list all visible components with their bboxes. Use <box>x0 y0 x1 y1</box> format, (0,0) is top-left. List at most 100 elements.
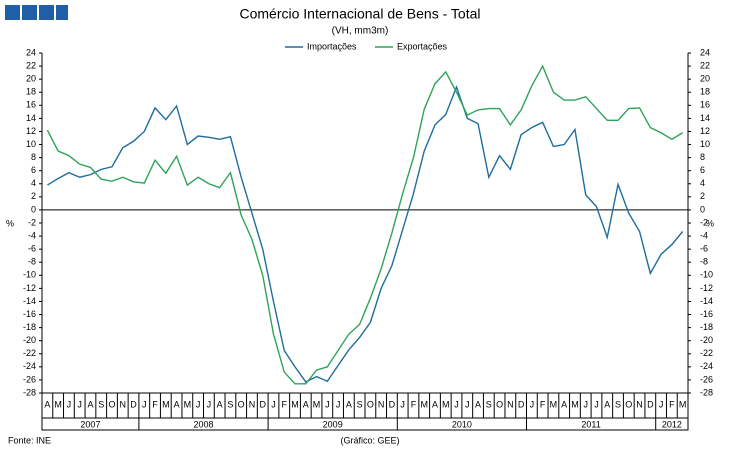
x-tick-label: J <box>142 399 147 409</box>
y-tick-label: -26 <box>23 374 36 384</box>
y-tick-label: -20 <box>23 335 36 345</box>
x-tick-label: S <box>615 399 621 409</box>
x-tick-label: S <box>486 399 492 409</box>
y-tick-label: -24 <box>23 361 36 371</box>
x-tick-label: S <box>98 399 104 409</box>
y-tick-label: 2 <box>31 191 36 201</box>
x-tick-label: F <box>152 399 158 409</box>
y-tick-label: 24 <box>26 47 36 57</box>
x-tick-label: J <box>583 399 588 409</box>
x-tick-label: M <box>313 399 321 409</box>
y-tick-label: 16 <box>26 100 36 110</box>
x-tick-label: J <box>67 399 72 409</box>
x-tick-label: J <box>400 399 405 409</box>
y-tick-label: -28 <box>23 387 36 397</box>
x-tick-label: A <box>174 399 180 409</box>
x-tick-label: M <box>550 399 558 409</box>
y-tick-label: -18 <box>23 322 36 332</box>
x-tick-label: J <box>659 399 664 409</box>
x-tick-label: J <box>271 399 276 409</box>
y-tick-label: 12 <box>26 126 36 136</box>
x-tick-label: D <box>259 399 266 409</box>
x-tick-label: N <box>507 399 514 409</box>
y-tick-label: 2 <box>700 191 705 201</box>
credit: (Gráfico: GEE) <box>340 435 399 445</box>
x-tick-label: M <box>420 399 428 409</box>
y-tick-label: 0 <box>700 204 705 214</box>
x-tick-label: D <box>389 399 396 409</box>
x-tick-label: N <box>378 399 385 409</box>
logo <box>56 5 68 20</box>
x-tick-label: F <box>282 399 288 409</box>
x-tick-label: J <box>530 399 535 409</box>
year-label: 2008 <box>193 419 213 429</box>
y-tick-label: 10 <box>26 139 36 149</box>
y-axis-label: % <box>6 218 14 228</box>
chart-title: Comércio Internacional de Bens - Total <box>240 6 481 22</box>
y-tick-label: 6 <box>700 165 705 175</box>
x-tick-label: J <box>196 399 201 409</box>
x-tick-label: A <box>346 399 352 409</box>
x-tick-label: M <box>291 399 299 409</box>
source: Fonte: INE <box>8 435 51 445</box>
y-tick-label: -2 <box>28 217 36 227</box>
y-tick-label: 16 <box>700 100 710 110</box>
year-label: 2012 <box>662 419 682 429</box>
y-tick-label: -8 <box>700 257 708 267</box>
x-tick-label: M <box>162 399 170 409</box>
x-tick-label: O <box>625 399 632 409</box>
x-tick-label: S <box>357 399 363 409</box>
y-tick-label: -10 <box>23 270 36 280</box>
x-tick-label: O <box>238 399 245 409</box>
y-tick-label: 20 <box>700 74 710 84</box>
y-tick-label: -22 <box>700 348 713 358</box>
x-tick-label: A <box>303 399 309 409</box>
year-label: 2010 <box>452 419 472 429</box>
x-tick-label: M <box>54 399 62 409</box>
x-tick-label: M <box>679 399 687 409</box>
legend-label: Exportações <box>397 41 448 51</box>
x-tick-label: N <box>120 399 127 409</box>
y-tick-label: -4 <box>28 230 36 240</box>
y-tick-label: -26 <box>700 374 713 384</box>
y-tick-label: -28 <box>700 387 713 397</box>
x-tick-label: J <box>336 399 341 409</box>
y-tick-label: -18 <box>700 322 713 332</box>
chart-subtitle: (VH, mm3m) <box>332 26 389 37</box>
x-tick-label: A <box>475 399 481 409</box>
y-tick-label: -12 <box>700 283 713 293</box>
y-tick-label: -10 <box>700 270 713 280</box>
x-tick-label: F <box>669 399 675 409</box>
y-tick-label: 12 <box>700 126 710 136</box>
x-tick-label: J <box>77 399 82 409</box>
y-tick-label: 18 <box>700 87 710 97</box>
x-tick-label: J <box>325 399 330 409</box>
y-axis-label: % <box>706 218 714 228</box>
y-tick-label: 20 <box>26 74 36 84</box>
data-line <box>46 64 683 385</box>
x-tick-label: D <box>130 399 137 409</box>
logo <box>5 5 20 20</box>
x-tick-label: M <box>442 399 450 409</box>
y-tick-label: -6 <box>28 244 36 254</box>
data-line <box>47 84 684 383</box>
y-tick-label: -14 <box>23 296 36 306</box>
legend-label: Importações <box>307 41 357 51</box>
x-tick-label: O <box>496 399 503 409</box>
x-tick-label: M <box>571 399 579 409</box>
y-tick-label: 4 <box>700 178 705 188</box>
y-tick-label: 0 <box>31 204 36 214</box>
logo <box>39 5 54 20</box>
x-tick-label: M <box>184 399 192 409</box>
y-tick-label: 22 <box>26 60 36 70</box>
x-tick-label: J <box>465 399 470 409</box>
x-tick-label: N <box>249 399 256 409</box>
x-tick-label: A <box>432 399 438 409</box>
x-tick-label: F <box>411 399 417 409</box>
y-tick-label: -4 <box>700 230 708 240</box>
y-tick-label: -16 <box>700 309 713 319</box>
year-label: 2007 <box>80 419 100 429</box>
x-tick-label: O <box>367 399 374 409</box>
y-tick-label: -12 <box>23 283 36 293</box>
